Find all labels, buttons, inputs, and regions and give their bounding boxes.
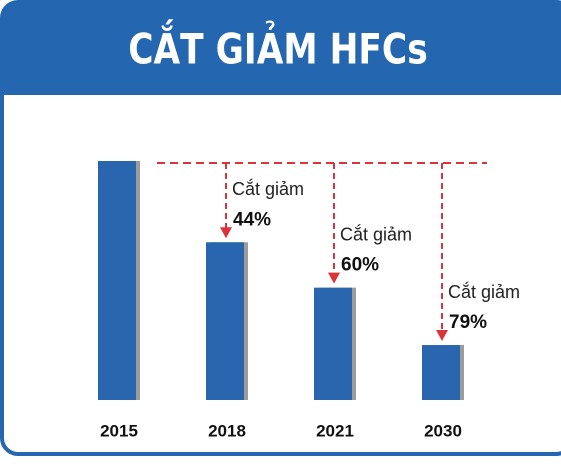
x-tick-label: 2021 xyxy=(316,421,354,440)
bar xyxy=(422,345,460,400)
x-tick-label: 2030 xyxy=(424,421,462,440)
annotation-value: 79% xyxy=(449,312,487,333)
arrow-head xyxy=(436,330,448,342)
annotation-text: Cắt giảm xyxy=(448,281,520,302)
annotation-value: 44% xyxy=(233,209,271,230)
x-tick-label: 2015 xyxy=(100,421,138,440)
bar xyxy=(314,287,352,400)
arrow-head xyxy=(220,227,232,239)
header-band xyxy=(2,2,561,95)
bar xyxy=(206,242,244,400)
x-tick-label: 2018 xyxy=(208,421,246,440)
annotation-text: Cắt giảm xyxy=(232,178,304,199)
bar xyxy=(98,161,136,400)
annotation-text: Cắt giảm xyxy=(340,223,412,244)
chart-title: CẮT GIẢM HFCs xyxy=(128,18,427,75)
annotation-value: 60% xyxy=(341,255,379,276)
arrow-head xyxy=(328,272,340,284)
